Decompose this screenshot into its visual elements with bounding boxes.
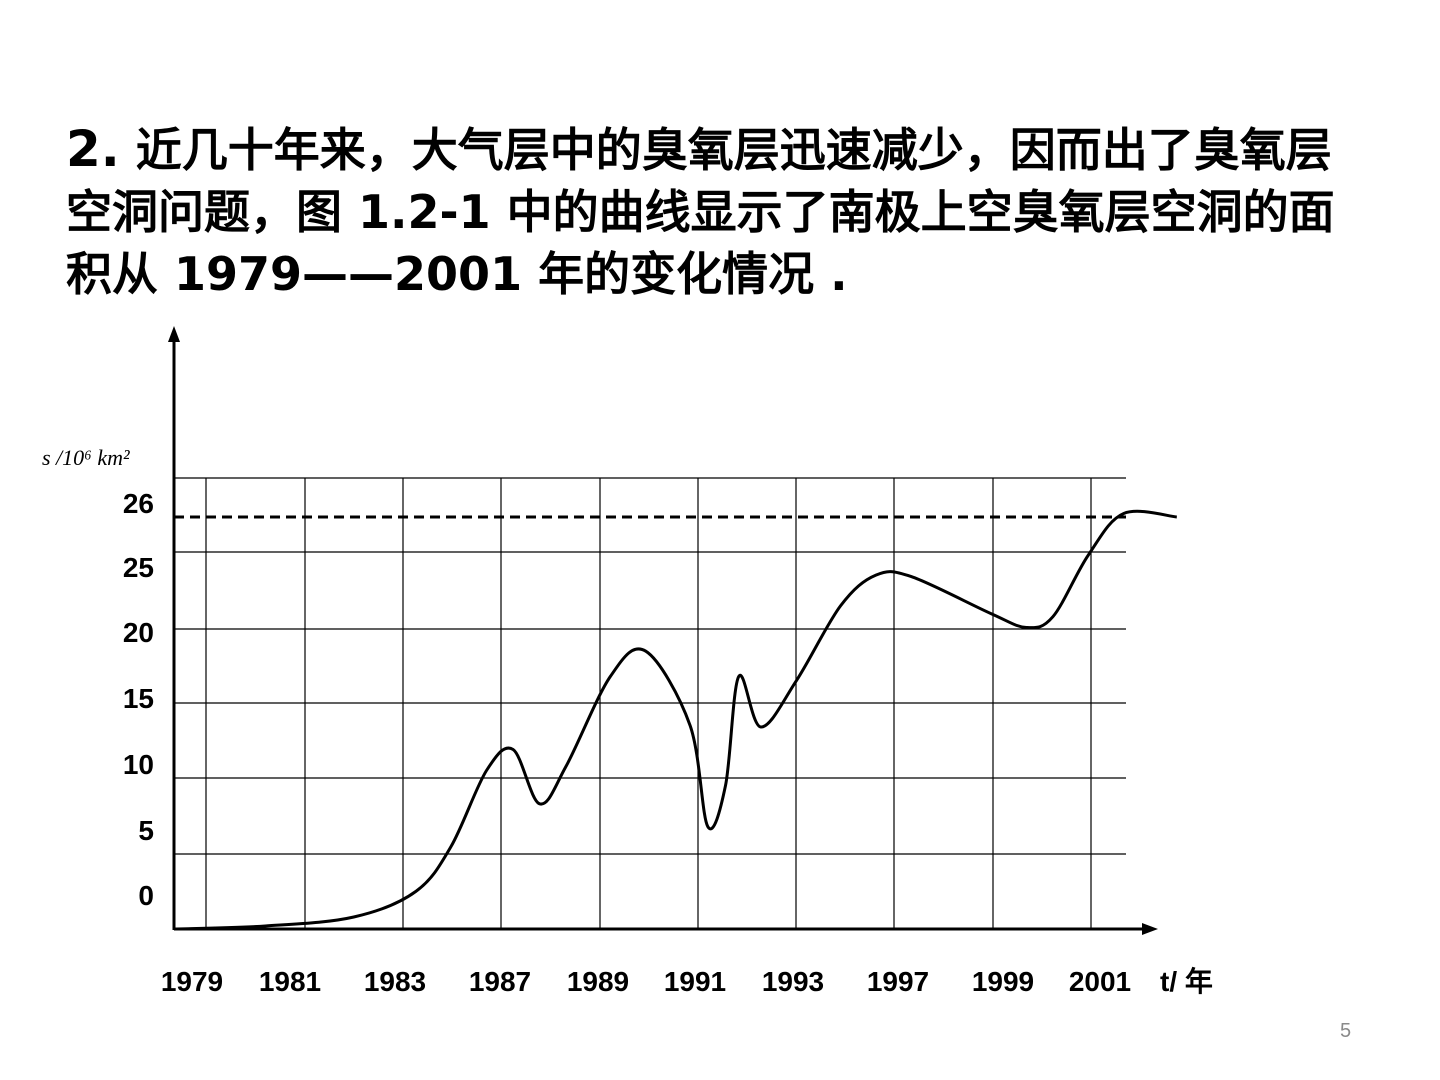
title-number: 2. [66, 120, 120, 178]
x-tick-label: 1979 [161, 966, 223, 997]
title-text: 近几十年来，大气层中的臭氧层迅速减少，因而出了臭氧层空洞问题，图 1.2-1 中… [66, 123, 1335, 301]
x-axis-label: t/ 年 [1160, 965, 1213, 997]
x-tick-label: 1983 [364, 966, 426, 997]
y-axis-arrow [168, 326, 180, 342]
x-tick-label: 1989 [567, 966, 629, 997]
y-tick-label: 0 [138, 880, 154, 911]
x-tick-label: 1997 [867, 966, 929, 997]
area-curve [173, 509, 1177, 931]
x-axis-arrow [1142, 923, 1158, 935]
slide-title: 2. 近几十年来，大气层中的臭氧层迅速减少，因而出了臭氧层空洞问题，图 1.2-… [66, 118, 1376, 305]
y-tick-label: 5 [138, 815, 154, 846]
y-axis-label: s /10⁶ km² [42, 445, 130, 470]
x-tick-label: 1993 [762, 966, 824, 997]
x-tick-label: 1987 [469, 966, 531, 997]
y-tick-label: 25 [123, 552, 154, 583]
y-tick-label: 15 [123, 683, 154, 714]
y-tick-label: 20 [123, 617, 154, 648]
y-tick-label: 10 [123, 749, 154, 780]
x-tick-label: 1991 [664, 966, 726, 997]
x-tick-labels: 1979 1981 1983 1987 1989 1991 1993 1997 1999 2001 [161, 966, 1131, 997]
x-tick-label: 1981 [259, 966, 321, 997]
x-tick-label: 1999 [972, 966, 1034, 997]
chart-grid [174, 477, 1126, 929]
x-tick-label: 2001 [1069, 966, 1131, 997]
y-tick-label: 26 [123, 488, 154, 519]
y-tick-labels: 0 5 10 15 20 25 26 [123, 488, 154, 911]
page-number: 5 [1340, 1020, 1352, 1042]
